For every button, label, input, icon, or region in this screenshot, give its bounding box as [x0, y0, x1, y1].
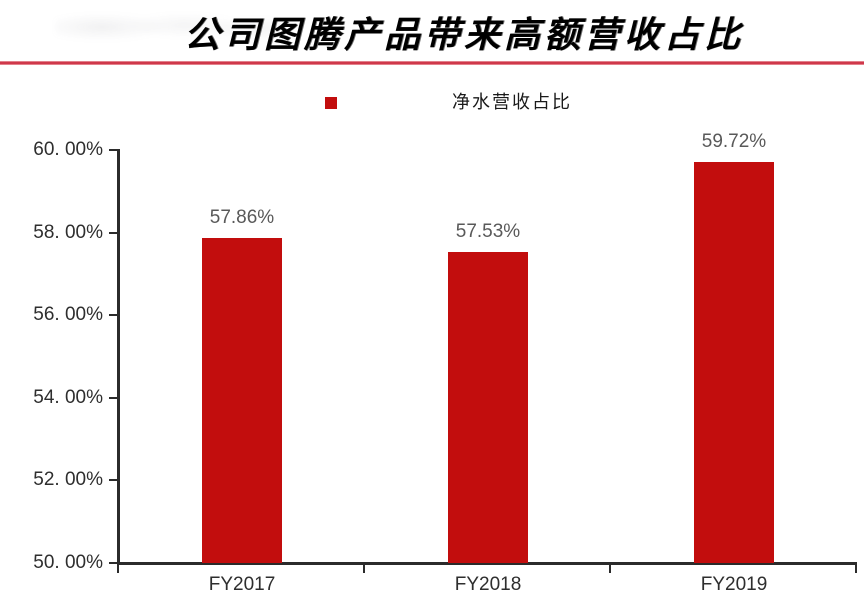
x-axis-tick: [363, 565, 365, 573]
y-axis-tick: [109, 479, 117, 482]
x-axis-tick: [117, 565, 119, 573]
bar-FY2019: [694, 161, 774, 563]
title-divider-line: [0, 61, 864, 65]
watermark-smudge: [55, 10, 290, 44]
y-axis-line: [117, 149, 120, 565]
x-axis-category-label: FY2018: [454, 574, 522, 595]
legend-marker-square: [325, 97, 337, 109]
y-axis-tick: [109, 562, 117, 564]
bar-FY2018: [448, 252, 528, 563]
y-axis-tick-label: 60. 00%: [33, 139, 103, 160]
x-axis-tick: [609, 565, 611, 573]
y-axis-tick-label: 58. 00%: [33, 221, 103, 243]
chart-title: 公司图腾产品带来高额营收占比: [183, 15, 744, 55]
y-axis-tick: [109, 396, 117, 399]
y-axis-tick: [109, 149, 117, 151]
x-axis-tick: [855, 565, 857, 573]
y-axis-tick: [109, 231, 117, 234]
legend-label: 净水营收占比: [452, 92, 572, 112]
x-axis-category-label: FY2017: [208, 574, 276, 595]
y-axis-tick: [109, 314, 117, 317]
bar-value-label: 57.86%: [209, 207, 275, 229]
bar-FY2017: [202, 238, 282, 563]
x-axis-line: [117, 562, 857, 565]
bar-value-label: 57.53%: [455, 221, 521, 242]
x-axis-category-label: FY2019: [700, 574, 768, 595]
bar-value-label: 59.72%: [701, 130, 767, 152]
y-axis-tick-label: 50. 00%: [33, 552, 103, 573]
y-axis-tick-label: 52. 00%: [33, 469, 103, 491]
y-axis-tick-label: 56. 00%: [33, 304, 103, 326]
y-axis-tick-label: 54. 00%: [33, 386, 103, 408]
